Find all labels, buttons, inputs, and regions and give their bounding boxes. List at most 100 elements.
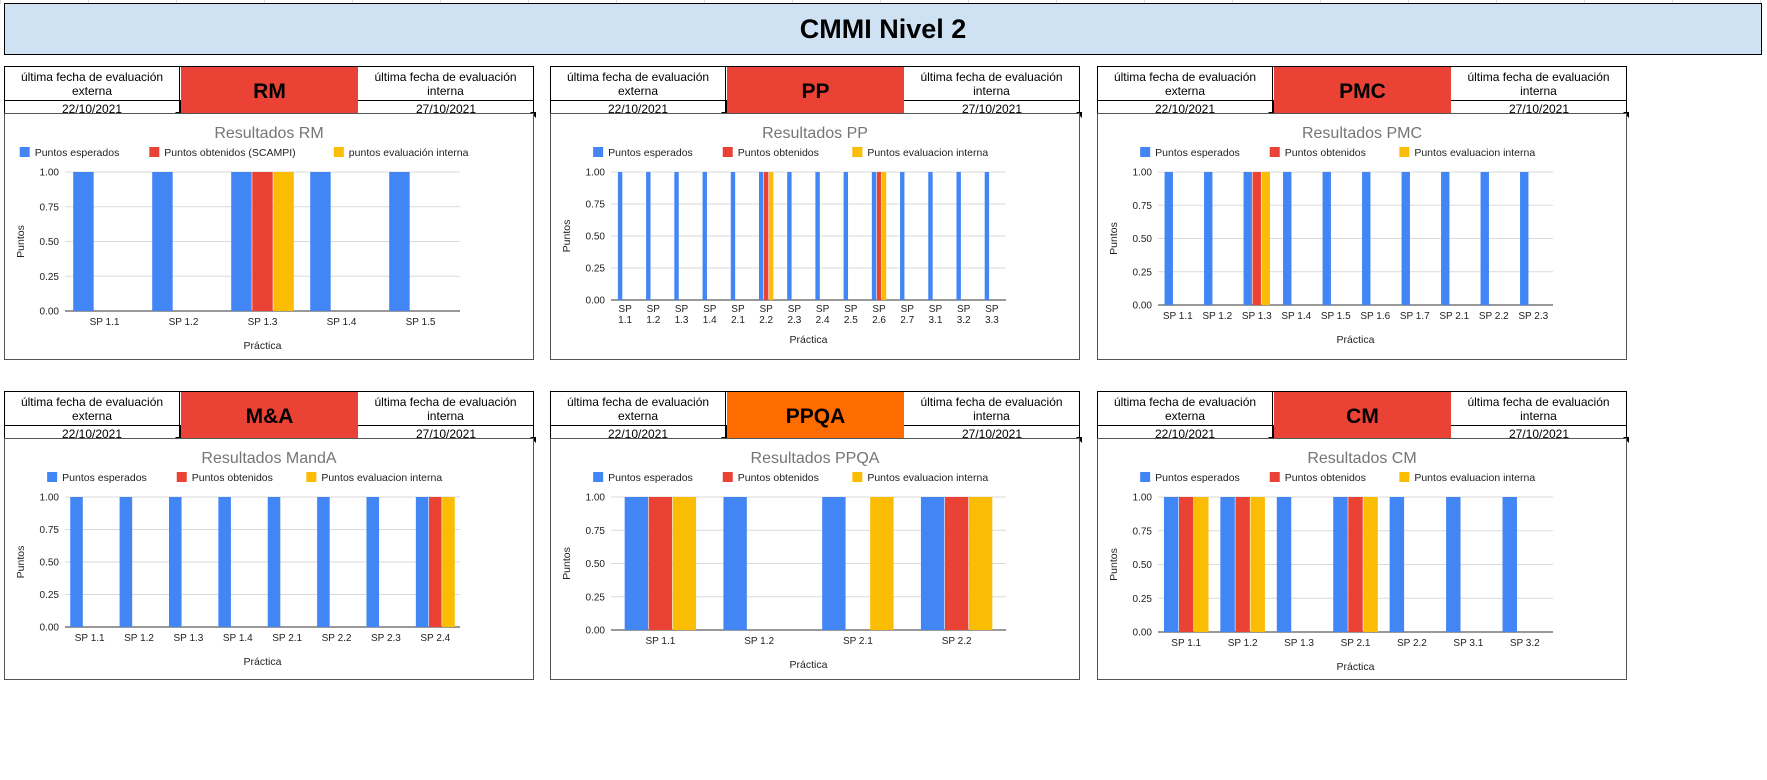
legend-label: Puntos esperados	[62, 472, 147, 484]
y-tick-label: 0.00	[1133, 628, 1153, 639]
internal-eval-date: 27/10/2021	[1451, 100, 1627, 117]
x-tick-label: SP 1.2	[169, 317, 199, 328]
legend-label: Puntos esperados	[1155, 147, 1240, 159]
x-tick-label: SP 2.1	[1341, 638, 1371, 649]
y-tick-label: 0.00	[1133, 301, 1153, 312]
bar	[674, 172, 679, 300]
legend-label: Puntos evaluacion interna	[321, 472, 442, 484]
legend-label: Puntos obtenidos (SCAMPI)	[164, 147, 295, 159]
x-tick-label: SP 1.1	[1163, 311, 1193, 322]
x-tick-label: SP 1.6	[1360, 311, 1390, 322]
bar	[763, 172, 769, 300]
x-tick-label: SP 2.2	[1479, 311, 1509, 322]
panel-pp: última fecha de evaluación externa última…	[550, 66, 1080, 360]
bar	[822, 497, 846, 630]
dates-header: última fecha de evaluación externa última…	[4, 391, 534, 442]
bar	[273, 172, 294, 311]
y-tick-label: 1.00	[586, 168, 606, 179]
x-tick-label: SP	[618, 304, 632, 315]
internal-eval-date: 27/10/2021	[904, 100, 1080, 117]
legend-swatch	[333, 147, 344, 157]
external-eval-header: última fecha de evaluación externa	[5, 67, 180, 100]
y-tick-label: 0.50	[586, 232, 606, 243]
bar	[1235, 497, 1250, 632]
bar	[1261, 172, 1270, 305]
legend-swatch	[1269, 147, 1280, 157]
x-axis-title: Práctica	[790, 659, 828, 671]
x-tick-label: SP 1.2	[124, 633, 154, 644]
legend-item: Puntos esperados	[47, 472, 147, 484]
x-tick-label: SP 2.1	[1439, 311, 1469, 322]
x-axis-title: Práctica	[790, 334, 828, 346]
panel-ppqa: última fecha de evaluación externa última…	[550, 391, 1080, 680]
y-tick-label: 1.00	[40, 168, 60, 179]
page-title: CMMI Nivel 2	[4, 3, 1762, 55]
bar	[1252, 172, 1261, 305]
legend-item: Puntos esperados	[593, 472, 693, 484]
legend-swatch	[19, 147, 30, 157]
bar	[871, 172, 877, 300]
legend-swatch	[852, 472, 863, 482]
bar	[900, 172, 905, 300]
chart-title: Resultados CM	[1307, 450, 1416, 467]
x-tick-label: 1.3	[675, 315, 689, 326]
y-tick-label: 0.25	[586, 264, 606, 275]
y-tick-label: 0.75	[586, 200, 606, 211]
x-tick-label: SP 2.3	[371, 633, 401, 644]
x-tick-label: 2.7	[900, 315, 914, 326]
x-tick-label: 2.4	[816, 315, 830, 326]
internal-eval-date: 27/10/2021	[358, 425, 534, 442]
process-area-code: PP	[727, 67, 904, 117]
bar	[415, 497, 429, 627]
bar	[366, 497, 380, 627]
process-area-code: PMC	[1274, 67, 1451, 117]
y-tick-label: 0.50	[1133, 560, 1153, 571]
bar	[787, 172, 792, 300]
x-tick-label: SP 1.7	[1400, 311, 1430, 322]
panel-rm: última fecha de evaluación externa última…	[4, 66, 534, 360]
bar	[168, 497, 182, 627]
y-axis-title: Puntos	[1108, 548, 1120, 581]
legend-swatch	[306, 472, 317, 482]
legend-swatch	[722, 472, 733, 482]
bar	[1283, 172, 1292, 305]
legend-label: Puntos esperados	[1155, 472, 1240, 484]
bar	[218, 497, 231, 627]
x-tick-label: SP 1.4	[327, 317, 357, 328]
legend-label: Puntos esperados	[608, 472, 693, 484]
bar	[389, 172, 410, 311]
legend-item: Puntos obtenidos	[722, 472, 819, 484]
bar	[920, 497, 945, 630]
legend-swatch	[593, 147, 604, 157]
x-tick-label: SP	[731, 304, 745, 315]
bar	[1163, 497, 1179, 632]
legend-item: Puntos obtenidos	[722, 147, 819, 159]
legend-label: Puntos obtenidos	[1285, 147, 1366, 159]
internal-eval-header: última fecha de evaluación interna	[374, 394, 517, 423]
y-tick-label: 0.00	[586, 296, 606, 307]
y-axis-title: Puntos	[15, 546, 27, 579]
bar	[73, 172, 94, 311]
x-tick-label: SP 3.1	[1453, 638, 1483, 649]
legend-label: puntos evaluación interna	[349, 147, 469, 159]
legend-swatch	[1399, 472, 1410, 482]
dates-header: última fecha de evaluación externa última…	[550, 391, 1080, 442]
legend-label: Puntos evaluacion interna	[1414, 147, 1535, 159]
y-tick-label: 0.00	[40, 623, 60, 634]
x-tick-label: SP 1.3	[1242, 311, 1272, 322]
chart: Resultados PP Puntos esperados Puntos obte…	[550, 113, 1080, 360]
bar	[723, 497, 747, 630]
bar	[1243, 172, 1252, 305]
process-area-code: CM	[1274, 392, 1451, 442]
x-tick-label: SP 2.1	[843, 636, 873, 647]
legend-label: Puntos obtenidos	[738, 472, 819, 484]
x-tick-label: SP 2.2	[1397, 638, 1427, 649]
sheet-grid-line	[0, 0, 1767, 4]
chart: Resultados PPQA Puntos esperados Puntos ob…	[550, 438, 1080, 680]
external-eval-date: 22/10/2021	[5, 425, 181, 442]
legend-label: Puntos obtenidos	[1285, 472, 1366, 484]
legend-label: Puntos evaluacion interna	[1414, 472, 1535, 484]
x-tick-label: SP	[647, 304, 661, 315]
y-tick-label: 0.25	[1133, 594, 1153, 605]
legend-swatch	[149, 147, 160, 157]
